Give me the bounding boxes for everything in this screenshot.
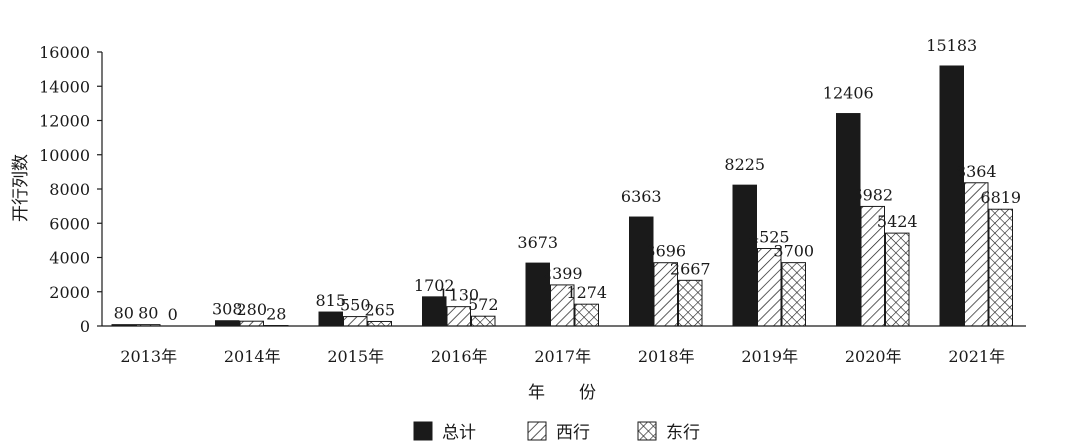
data-label: 308 <box>212 300 243 319</box>
data-label: 2399 <box>542 264 583 283</box>
data-label: 815 <box>315 291 346 310</box>
data-label: 550 <box>340 296 371 315</box>
y-tick-label: 14000 <box>39 77 90 96</box>
data-label: 3700 <box>773 242 814 261</box>
bar-2 <box>446 306 471 327</box>
bar-series <box>111 65 1013 327</box>
x-tick-label: 2013年 <box>120 347 177 366</box>
x-tick-label: 2014年 <box>224 347 281 366</box>
bar-2 <box>239 320 264 327</box>
y-axis-title: 开行列数 <box>11 154 31 222</box>
data-label: 6363 <box>621 187 662 206</box>
y-tick-label: 10000 <box>39 146 90 165</box>
data-label: 5424 <box>877 212 918 231</box>
bar-1 <box>939 65 964 327</box>
legend-label: 总计 <box>442 423 476 443</box>
data-label: 1702 <box>414 276 455 295</box>
bar-3 <box>574 303 599 327</box>
bar-1 <box>215 320 240 327</box>
bar-3 <box>885 232 910 327</box>
data-label: 80 <box>138 304 158 323</box>
y-tick-label: 8000 <box>49 180 90 199</box>
legend-swatch <box>637 421 657 441</box>
y-tick-label: 16000 <box>39 43 90 62</box>
x-tick-label: 2017年 <box>534 347 591 366</box>
data-label: 1130 <box>438 286 479 305</box>
bar-3 <box>471 315 496 327</box>
data-label: 8225 <box>724 155 765 174</box>
data-label: 8364 <box>956 162 997 181</box>
data-label: 3673 <box>517 233 558 252</box>
data-label: 2667 <box>670 259 711 278</box>
bar-1 <box>836 113 861 327</box>
data-label: 6982 <box>852 185 893 204</box>
legend-label: 东行 <box>666 423 700 443</box>
legend: 总计 西行 东行 <box>413 421 700 443</box>
bar-1 <box>629 216 654 327</box>
data-label: 1274 <box>566 283 607 302</box>
x-tick-label: 2019年 <box>741 347 798 366</box>
data-label: 3696 <box>645 242 686 261</box>
data-label: 12406 <box>823 84 874 103</box>
x-tick-label: 2021年 <box>948 347 1005 366</box>
data-label: 265 <box>364 300 395 319</box>
bar-3 <box>367 320 392 327</box>
bar-1 <box>732 184 757 327</box>
bar-3 <box>781 262 806 327</box>
x-axis-title: 年 份 <box>528 383 596 403</box>
data-label: 280 <box>236 300 267 319</box>
y-tick-label: 6000 <box>49 214 90 233</box>
y-tick-label: 12000 <box>39 112 90 131</box>
y-tick-label: 4000 <box>49 249 90 268</box>
bar-2 <box>343 316 368 327</box>
bar-1 <box>318 311 343 327</box>
x-tick-label: 2015年 <box>327 347 384 366</box>
data-label: 28 <box>266 305 286 324</box>
data-label: 0 <box>168 305 178 324</box>
x-axis-ticks: 2013年 2014年 2015年 2016年 2017年 2018年 2019年 2020年… <box>120 347 1005 366</box>
y-tick-label: 0 <box>80 317 90 336</box>
data-label: 572 <box>468 295 499 314</box>
legend-swatch <box>527 421 547 441</box>
legend-label: 西行 <box>556 423 590 443</box>
x-tick-label: 2020年 <box>845 347 902 366</box>
y-tick-label: 2000 <box>49 283 90 302</box>
y-axis-ticks: 0 2000 4000 6000 8000 10000 12000 14000 16000 <box>39 43 102 336</box>
bar-3 <box>988 208 1013 327</box>
x-tick-label: 2018年 <box>638 347 695 366</box>
bar-3 <box>678 279 703 327</box>
data-label: 6819 <box>980 188 1021 207</box>
legend-swatch <box>413 421 433 441</box>
data-label: 15183 <box>926 36 977 55</box>
x-tick-label: 2016年 <box>431 347 488 366</box>
data-label: 4525 <box>749 228 790 247</box>
data-label: 80 <box>114 304 134 323</box>
